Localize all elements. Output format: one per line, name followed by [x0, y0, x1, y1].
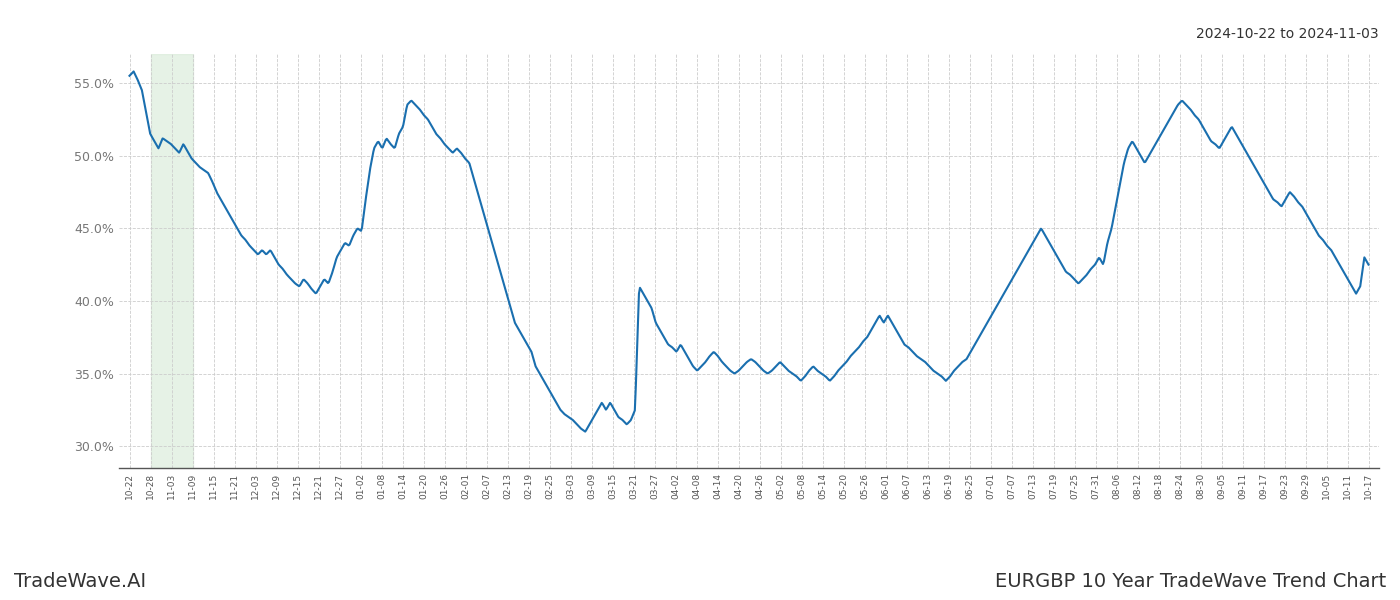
- Text: 2024-10-22 to 2024-11-03: 2024-10-22 to 2024-11-03: [1197, 27, 1379, 41]
- Text: TradeWave.AI: TradeWave.AI: [14, 572, 146, 591]
- Text: EURGBP 10 Year TradeWave Trend Chart: EURGBP 10 Year TradeWave Trend Chart: [995, 572, 1386, 591]
- Bar: [151, 54, 193, 468]
